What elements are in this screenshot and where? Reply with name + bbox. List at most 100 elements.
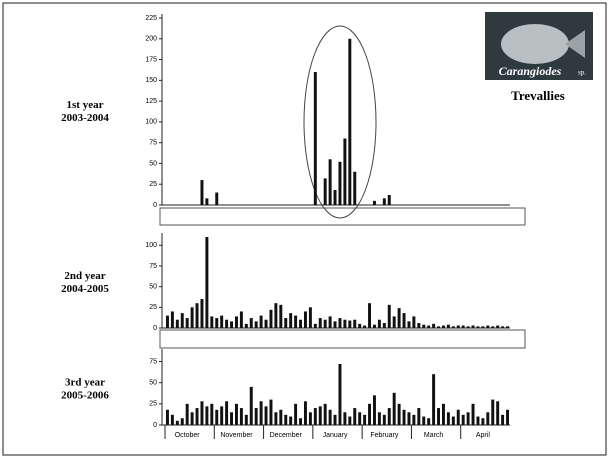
bar [239,408,243,425]
bar [220,406,224,425]
x-tick-label: February [370,432,399,439]
bar [501,414,505,425]
bar [170,311,174,328]
bar [353,171,357,205]
bar [249,318,253,328]
bar [358,323,362,328]
bar [466,412,470,425]
empty-box [159,207,526,226]
y-tick-label: 75 [149,140,157,147]
bar [303,311,307,328]
bar [481,418,485,425]
bar [358,412,362,425]
bar [274,412,278,425]
bar [205,406,209,425]
bar [412,316,416,328]
bar [215,192,219,205]
y-tick-label: 25 [149,304,157,311]
bar [387,195,391,205]
bar [456,409,460,425]
bar [338,364,342,425]
bar [437,408,441,425]
bar [402,409,406,425]
bar [225,401,229,425]
bar [269,309,273,328]
bar [279,409,283,425]
x-tick-label: January [323,432,348,439]
bar [496,401,500,425]
bar [195,303,199,328]
fish-body [501,24,569,64]
bar [372,395,376,425]
bar [210,403,214,425]
bar [353,408,357,425]
row-label: 2003-2004 [61,112,109,124]
bar [284,414,288,425]
bar [407,321,411,328]
bar [294,403,298,425]
bar [323,178,327,205]
y-tick-label: 225 [145,15,157,22]
bar [303,401,307,425]
y-tick-label: 75 [149,263,157,270]
y-tick-label: 0 [153,422,157,429]
bar [318,318,322,328]
x-tick-label: April [476,432,490,439]
bar [353,319,357,328]
row-label: 2005-2006 [61,390,109,402]
x-tick-label: December [270,432,303,439]
bar [432,323,436,328]
bar [170,414,174,425]
subtitle: Trevallies [511,88,565,103]
bar [382,198,386,205]
bar [254,408,258,425]
bar [382,414,386,425]
bar [417,408,421,425]
bar [471,403,475,425]
bar [190,412,194,425]
bar [437,326,441,328]
bar [175,420,179,425]
bar [363,325,367,328]
fish-tail [565,30,585,58]
bar [313,408,317,425]
bar [289,416,293,425]
bar [432,374,436,425]
bar [491,399,495,425]
bar [343,138,347,205]
bar [392,392,396,425]
bar [451,416,455,425]
bar [377,319,381,328]
row-label: 2nd year [64,270,105,282]
bar [185,318,189,328]
bar [348,38,352,206]
y-tick-label: 75 [149,358,157,365]
bar [397,403,401,425]
bar [244,414,248,425]
bar [313,72,317,206]
image-caption: Carangiodes [499,64,562,78]
bar [274,303,278,328]
bar [234,403,238,425]
y-tick-label: 50 [149,379,157,386]
x-tick-label: October [175,432,201,439]
bar [412,414,416,425]
bar [239,311,243,328]
bar [323,403,327,425]
bar [476,416,480,425]
bar [259,401,263,425]
bar [328,159,332,205]
bar [397,308,401,328]
bar [180,418,184,425]
bar [294,315,298,328]
bar [348,416,352,425]
bar [308,412,312,425]
bar [343,319,347,328]
bar [476,326,480,328]
bar [308,307,312,328]
bar [446,412,450,425]
bar [363,414,367,425]
bar [446,324,450,328]
